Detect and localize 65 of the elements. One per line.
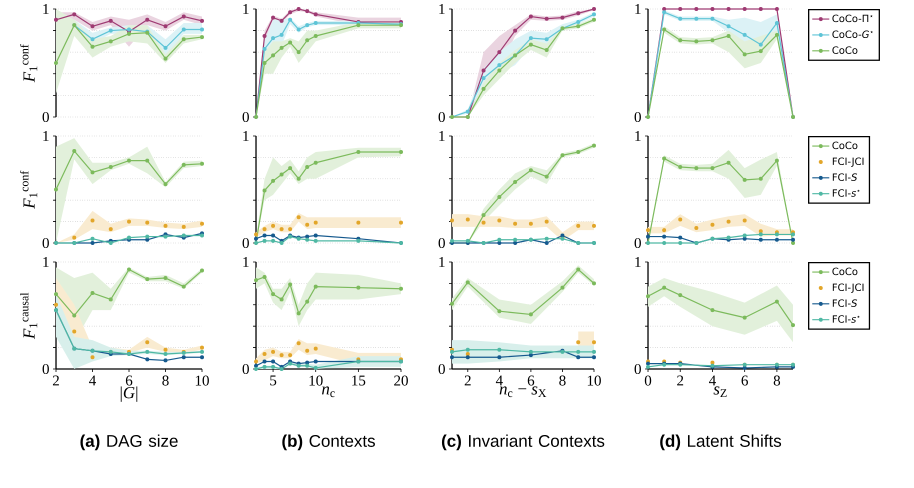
x-tick-label: 6 <box>126 376 132 386</box>
y-tick-label: 0 <box>438 238 445 248</box>
y-tick-label: 1 <box>439 131 445 141</box>
y-tick-label: 1 <box>43 4 49 14</box>
x-tick-label: 10 <box>310 376 323 386</box>
y-tick-label: 1 <box>635 257 641 267</box>
x-axis-title: n$_{c}$ <box>322 386 335 398</box>
y-axis-title: F$_{1}$conf <box>20 170 38 209</box>
legend-label: CoCo <box>832 268 858 276</box>
y-tick-label: 0 <box>242 364 249 374</box>
y-tick-label: 0 <box>42 364 49 374</box>
legend-label: CoCo <box>832 46 858 54</box>
x-axis-title: s$_{Z}$ <box>714 386 727 397</box>
y-tick-label: 1 <box>243 257 249 267</box>
x-tick-label: 8 <box>162 376 169 386</box>
x-tick-label: 8 <box>559 376 566 386</box>
y-tick-label: 0 <box>242 112 249 122</box>
legend-label: FCI-s$^{⋆}$ <box>832 315 860 323</box>
x-tick-label: 0 <box>644 376 652 386</box>
y-tick-label: 0 <box>634 364 641 374</box>
y-tick-label: 0 <box>242 238 249 248</box>
text: (d) Latent Shifts <box>660 434 782 450</box>
y-tick-label: 1 <box>439 4 445 14</box>
y-tick-label: 1 <box>439 257 445 267</box>
legend-label: FCI-JCI <box>832 283 864 293</box>
x-tick-label: 4 <box>496 376 503 386</box>
y-tick-label: 0 <box>42 112 49 122</box>
y-axis-title: F$_{1}$causal <box>20 292 38 340</box>
x-tick-label: 4 <box>89 376 96 386</box>
text: (a) DAG size <box>80 434 178 450</box>
legend-label: CoCo-G$^{⋆}$ <box>832 30 873 38</box>
x-tick-label: 6 <box>742 376 748 386</box>
y-tick-label: 0 <box>634 112 641 122</box>
legend-label: CoCo-Π$^{⋆}$ <box>832 14 873 22</box>
x-tick-label: 2 <box>464 376 471 386</box>
x-tick-label: 15 <box>352 376 366 386</box>
x-tick-label: 10 <box>588 376 601 386</box>
x-tick-label: 10 <box>196 376 209 386</box>
y-tick-label: 0 <box>438 364 445 374</box>
y-tick-label: 1 <box>635 4 641 14</box>
x-axis-title: n$_{c}$ − s$_{X}$ <box>500 386 546 398</box>
x-tick-label: 20 <box>394 376 408 386</box>
legend-label: FCI-S <box>832 173 858 181</box>
legend-label: FCI-S <box>832 299 858 307</box>
text: (c) Invariant Contexts <box>442 434 604 450</box>
y-tick-label: 1 <box>243 4 249 14</box>
y-tick-label: 1 <box>635 131 641 141</box>
y-tick-label: 0 <box>42 238 49 248</box>
x-tick-label: 8 <box>774 376 780 386</box>
legend-label: FCI-s$^{⋆}$ <box>832 189 860 197</box>
x-tick-label: 5 <box>270 376 276 386</box>
x-tick-label: 2 <box>677 376 684 386</box>
text: (b) Contexts <box>282 434 375 450</box>
y-tick-label: 1 <box>243 131 249 141</box>
y-tick-label: 1 <box>43 257 49 267</box>
x-tick-label: 2 <box>52 376 59 386</box>
y-tick-label: 0 <box>634 238 641 248</box>
legend-label: FCI-JCI <box>832 157 864 167</box>
y-tick-label: 1 <box>43 131 49 141</box>
y-axis-title: F$_{1}$conf <box>20 44 38 82</box>
x-axis-title: |G| <box>120 386 138 402</box>
x-tick-label: 6 <box>528 376 534 386</box>
y-tick-label: 0 <box>438 112 445 122</box>
x-tick-label: 4 <box>709 376 716 386</box>
legend-label: CoCo <box>832 142 858 150</box>
